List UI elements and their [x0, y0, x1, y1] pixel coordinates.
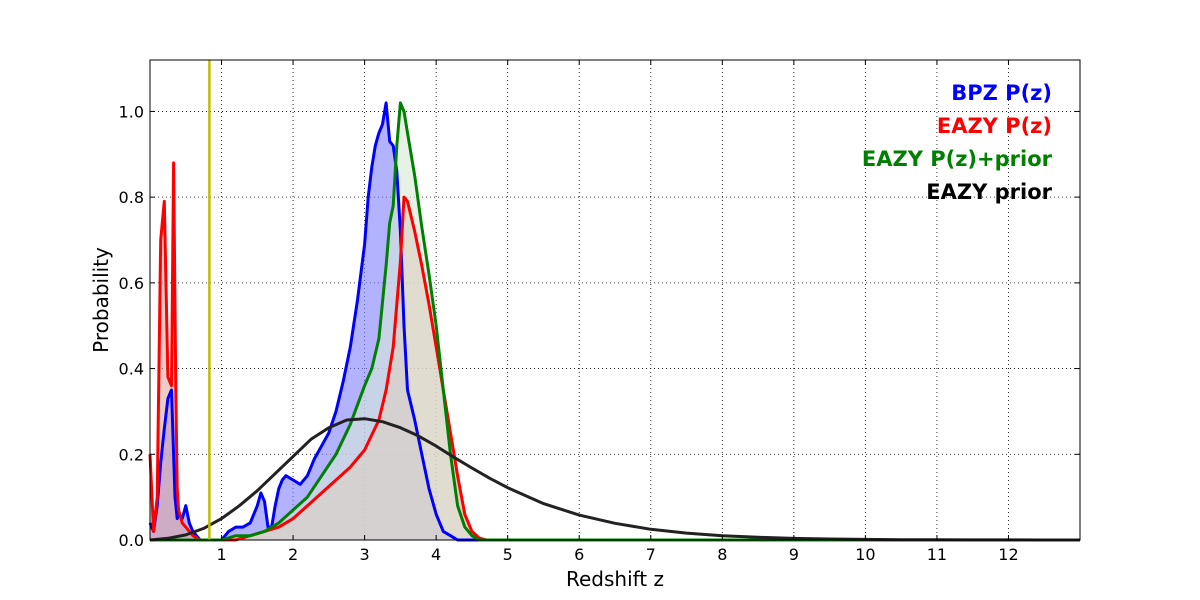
y-tick-label: 1.0 — [119, 102, 144, 121]
x-tick-label: 1 — [216, 545, 226, 564]
x-tick-label: 8 — [717, 545, 727, 564]
x-tick-label: 5 — [503, 545, 513, 564]
plot-background — [150, 60, 1080, 540]
y-tick-label: 0.4 — [119, 360, 144, 379]
x-tick-label: 3 — [360, 545, 370, 564]
y-axis-ticks: 0.0 0.2 0.4 0.6 0.8 1.0 — [119, 102, 1080, 550]
y-axis-label: Probability — [89, 247, 113, 353]
x-tick-label: 12 — [998, 545, 1018, 564]
legend-entry: EAZY P(z) — [937, 114, 1052, 138]
y-tick-label: 0.0 — [119, 531, 144, 550]
x-tick-label: 7 — [646, 545, 656, 564]
x-tick-label: 4 — [431, 545, 441, 564]
x-tick-label: 2 — [288, 545, 298, 564]
y-tick-label: 0.8 — [119, 188, 144, 207]
series-fills — [150, 102, 1080, 541]
legend-entry: EAZY prior — [926, 180, 1052, 204]
series-fill-eazy-p-z-prior — [150, 102, 1080, 541]
x-axis-ticks: 1 2 3 4 5 6 7 8 9 10 11 12 — [216, 60, 1019, 564]
x-tick-label: 10 — [855, 545, 875, 564]
plot-frame — [149, 59, 1081, 541]
series-line-bpz-p-z — [148, 101, 1080, 542]
x-axis-label: Redshift z — [566, 567, 664, 591]
grid — [150, 60, 1080, 541]
series-lines — [148, 101, 1080, 542]
x-tick-label: 11 — [927, 545, 947, 564]
y-tick-label: 0.2 — [119, 445, 144, 464]
legend-entry: BPZ P(z) — [951, 81, 1052, 105]
legend-entry: EAZY P(z)+prior — [862, 147, 1053, 171]
x-tick-label: 6 — [574, 545, 584, 564]
y-tick-label: 0.6 — [119, 274, 144, 293]
x-tick-label: 9 — [789, 545, 799, 564]
legend: BPZ P(z) EAZY P(z) EAZY P(z)+prior EAZY pri… — [862, 81, 1053, 204]
